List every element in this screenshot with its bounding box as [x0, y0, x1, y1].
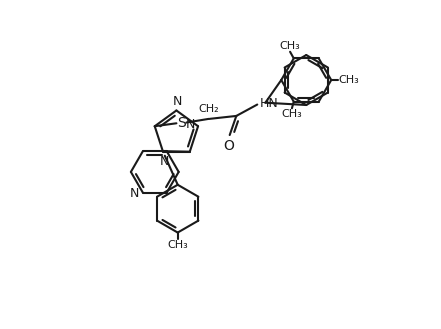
Text: N: N — [172, 94, 182, 108]
Text: S: S — [177, 116, 186, 130]
Text: N: N — [130, 187, 139, 200]
Text: HN: HN — [260, 97, 279, 110]
Text: CH₂: CH₂ — [198, 105, 219, 114]
Text: O: O — [224, 139, 235, 153]
Text: CH₃: CH₃ — [281, 109, 302, 119]
Text: N: N — [160, 155, 169, 168]
Text: CH₃: CH₃ — [167, 240, 188, 250]
Text: CH₃: CH₃ — [339, 75, 359, 85]
Text: N: N — [186, 118, 195, 131]
Text: CH₃: CH₃ — [280, 41, 300, 51]
